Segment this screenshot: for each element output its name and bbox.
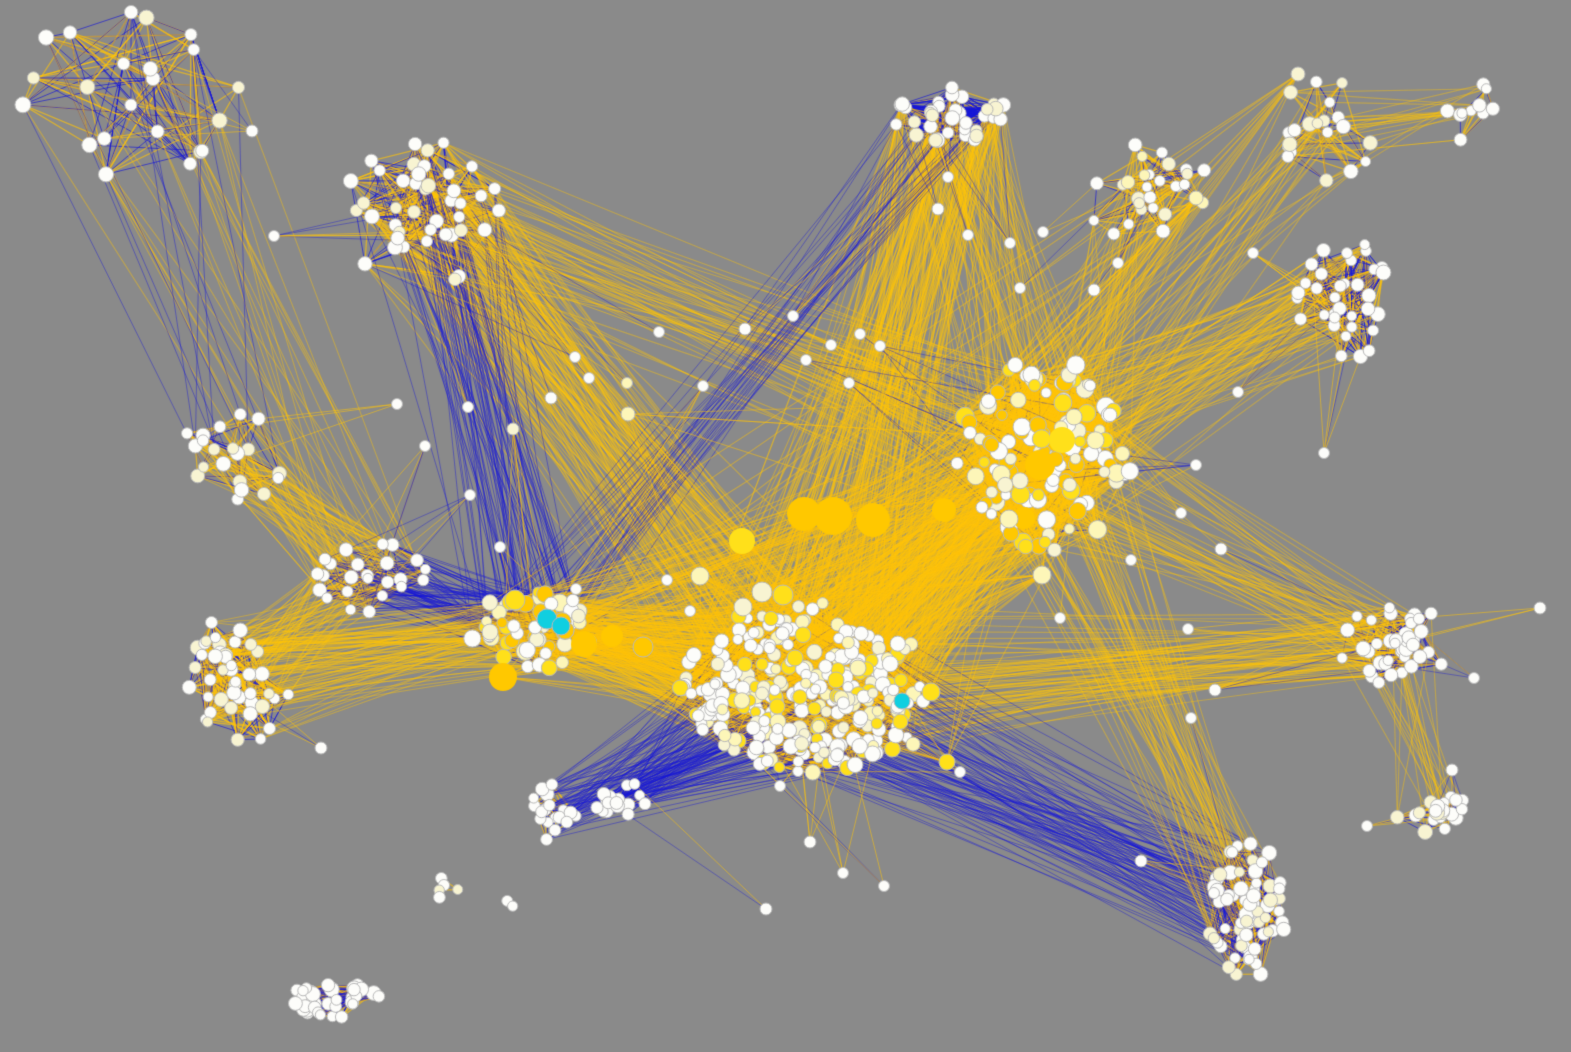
graph-canvas[interactable] bbox=[0, 0, 1571, 1052]
network-graph-visualization[interactable] bbox=[0, 0, 1571, 1052]
